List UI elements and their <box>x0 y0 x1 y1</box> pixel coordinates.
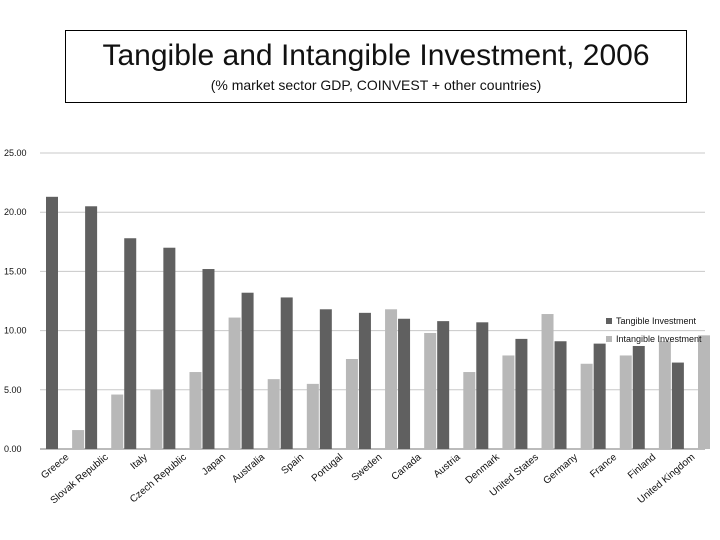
bar-intangible <box>189 372 202 449</box>
x-category-label: Canada <box>390 452 424 483</box>
bar-intangible <box>424 332 437 449</box>
bar-tangible <box>437 321 450 449</box>
y-tick-label: 0.00 <box>4 444 22 454</box>
bar-intangible <box>150 389 163 449</box>
bar-tangible <box>476 322 489 449</box>
title-box: Tangible and Intangible Investment, 2006… <box>65 30 687 103</box>
x-category-label: Australia <box>230 452 267 486</box>
x-category-label: Denmark <box>464 451 503 486</box>
bar-tangible <box>319 309 332 449</box>
x-category-label: Italy <box>129 452 150 472</box>
x-category-label: Germany <box>541 452 580 487</box>
bar-tangible <box>554 341 567 449</box>
bar-intangible <box>463 372 476 449</box>
legend-swatch <box>606 336 612 342</box>
y-tick-label: 25.00 <box>4 148 27 158</box>
legend-label: Tangible Investment <box>616 316 697 326</box>
bar-intangible <box>267 379 280 449</box>
bar-intangible <box>698 335 710 449</box>
bar-tangible <box>85 206 98 449</box>
bar-tangible <box>241 292 254 449</box>
bar-intangible <box>580 363 593 449</box>
bar-intangible <box>72 430 85 449</box>
bar-tangible <box>632 345 645 449</box>
bar-tangible <box>280 297 293 449</box>
x-category-label: Japan <box>200 452 228 478</box>
y-tick-label: 15.00 <box>4 266 27 276</box>
bar-tangible <box>515 338 528 449</box>
x-category-label: Portugal <box>310 452 346 484</box>
bar-tangible <box>671 362 684 449</box>
bar-intangible <box>345 359 358 449</box>
legend-swatch <box>606 318 612 324</box>
bar-tangible <box>593 343 606 449</box>
bar-tangible <box>358 312 371 449</box>
bar-tangible <box>398 318 411 449</box>
y-tick-label: 20.00 <box>4 207 27 217</box>
x-category-label: Austria <box>432 452 463 481</box>
x-category-label: France <box>588 452 619 481</box>
y-tick-label: 5.00 <box>4 385 22 395</box>
bar-intangible <box>111 394 124 449</box>
bar-intangible <box>658 341 671 449</box>
bar-tangible <box>124 238 137 449</box>
chart-title: Tangible and Intangible Investment, 2006 <box>102 39 650 72</box>
bar-intangible <box>619 355 632 449</box>
y-tick-label: 10.00 <box>4 326 27 336</box>
bar-intangible <box>502 355 515 449</box>
x-category-label: Spain <box>280 452 307 477</box>
bar-tangible <box>46 196 58 449</box>
bar-intangible <box>228 317 241 449</box>
bar-tangible <box>163 247 176 449</box>
bar-intangible <box>385 309 398 449</box>
x-category-label: Finland <box>626 452 658 482</box>
legend-label: Intangible Investment <box>616 334 702 344</box>
chart-subtitle: (% market sector GDP, COINVEST + other c… <box>210 77 542 93</box>
bar-intangible <box>541 314 554 449</box>
x-category-label: Greece <box>39 452 72 482</box>
bar-intangible <box>306 383 319 449</box>
x-category-label: Sweden <box>350 452 385 484</box>
bar-tangible <box>202 269 215 449</box>
